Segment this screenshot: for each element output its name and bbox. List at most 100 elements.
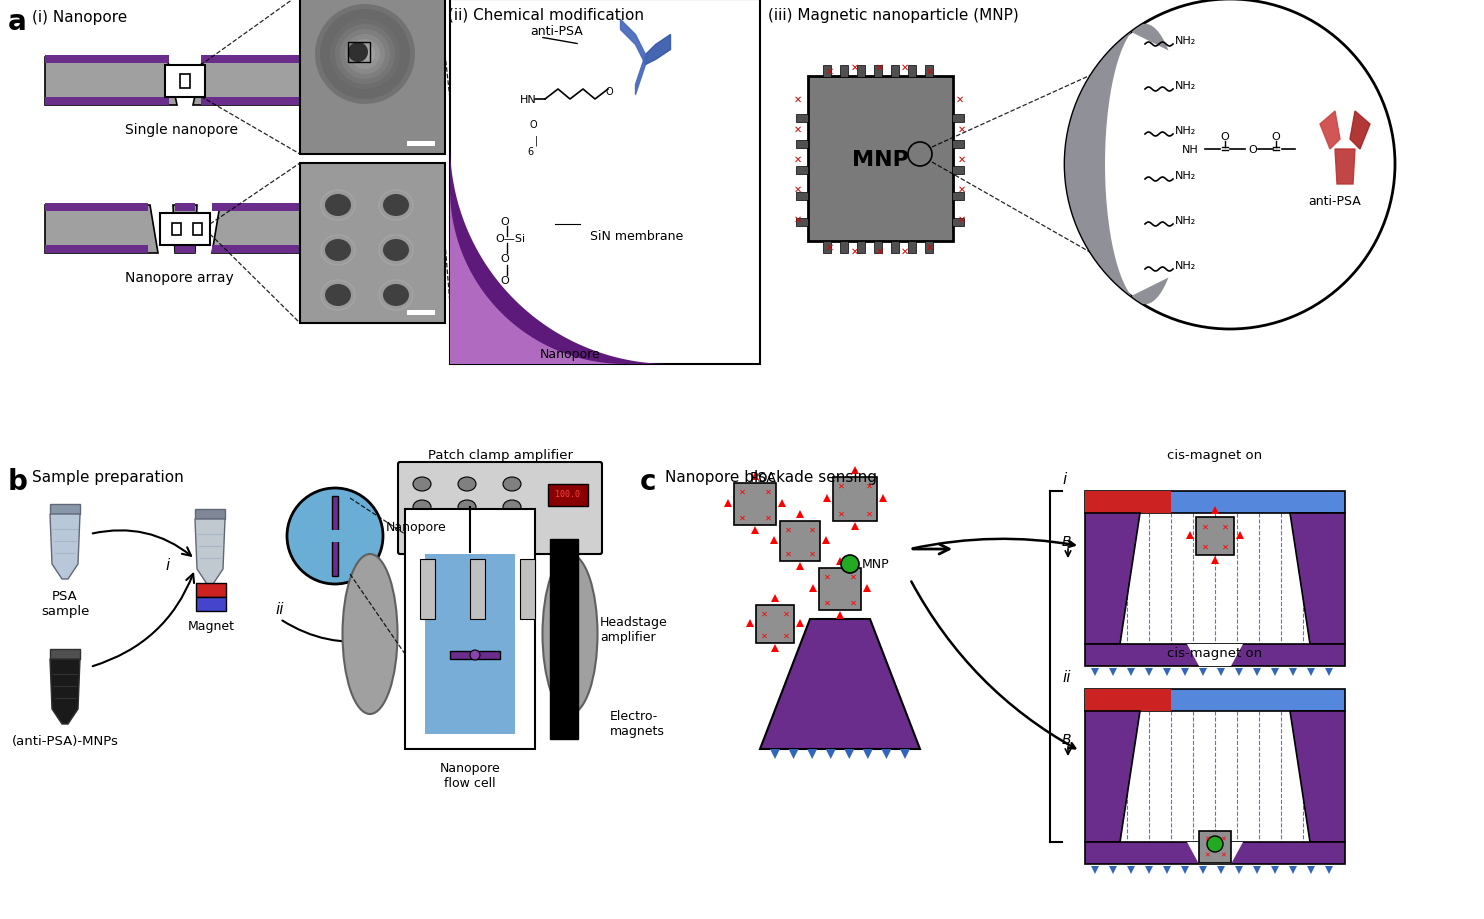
- Bar: [548, 484, 588, 506]
- Ellipse shape: [325, 240, 352, 262]
- Bar: [795, 193, 807, 200]
- Text: ✕: ✕: [926, 243, 933, 253]
- Polygon shape: [1126, 668, 1135, 676]
- Polygon shape: [1252, 866, 1261, 874]
- Bar: [405, 509, 536, 749]
- Bar: [795, 167, 807, 175]
- Polygon shape: [194, 519, 226, 584]
- Text: ✕: ✕: [809, 525, 816, 534]
- Text: (anti-PSA)-MNPs: (anti-PSA)-MNPs: [12, 734, 119, 747]
- Circle shape: [340, 30, 390, 80]
- Ellipse shape: [503, 524, 521, 538]
- Bar: [172, 223, 181, 236]
- Polygon shape: [795, 510, 804, 518]
- Polygon shape: [795, 562, 804, 571]
- Bar: [180, 75, 190, 89]
- Text: Single nanopore: Single nanopore: [125, 123, 237, 137]
- Text: ✕: ✕: [849, 598, 856, 607]
- Bar: [551, 539, 577, 739]
- Text: ✕: ✕: [827, 243, 834, 253]
- Bar: [300, 164, 445, 323]
- Bar: [925, 66, 933, 78]
- Text: NH₂: NH₂: [1175, 126, 1196, 136]
- Text: 6: 6: [527, 147, 533, 157]
- Ellipse shape: [343, 554, 398, 714]
- Bar: [200, 56, 325, 64]
- Text: ✕: ✕: [956, 95, 965, 105]
- Bar: [45, 56, 169, 64]
- Ellipse shape: [325, 195, 352, 217]
- Bar: [1085, 492, 1345, 514]
- Polygon shape: [835, 558, 844, 565]
- Text: PSA
sample: PSA sample: [42, 589, 89, 618]
- Text: 100.0: 100.0: [555, 490, 580, 499]
- Bar: [165, 66, 205, 98]
- Bar: [781, 521, 821, 562]
- Text: Nanopore blockade sensing: Nanopore blockade sensing: [665, 470, 877, 484]
- Polygon shape: [1336, 150, 1355, 185]
- Polygon shape: [45, 58, 177, 106]
- Ellipse shape: [383, 240, 410, 262]
- Polygon shape: [1186, 531, 1195, 539]
- Polygon shape: [881, 749, 892, 759]
- Text: ✕: ✕: [785, 549, 791, 558]
- Text: (ii) Chemical modification: (ii) Chemical modification: [448, 8, 644, 23]
- Bar: [807, 77, 953, 242]
- Text: ✕: ✕: [785, 525, 791, 534]
- Text: B: B: [1063, 535, 1071, 549]
- Bar: [856, 242, 865, 254]
- Polygon shape: [50, 659, 80, 724]
- Bar: [1085, 842, 1345, 864]
- Text: ✕: ✕: [901, 246, 910, 256]
- Text: B: B: [1063, 732, 1071, 746]
- Ellipse shape: [383, 195, 410, 217]
- Polygon shape: [1085, 514, 1140, 644]
- Polygon shape: [822, 537, 830, 544]
- Polygon shape: [45, 206, 157, 254]
- FancyArrowPatch shape: [92, 531, 191, 556]
- Polygon shape: [772, 595, 779, 602]
- Bar: [925, 242, 933, 254]
- Bar: [824, 66, 831, 78]
- Ellipse shape: [459, 524, 476, 538]
- Text: ✕: ✕: [824, 572, 831, 581]
- Polygon shape: [1270, 866, 1279, 874]
- Ellipse shape: [413, 524, 430, 538]
- Text: a: a: [7, 8, 27, 36]
- Polygon shape: [1319, 112, 1340, 150]
- Circle shape: [329, 20, 401, 90]
- Polygon shape: [50, 515, 80, 579]
- Polygon shape: [1066, 0, 1168, 330]
- Bar: [175, 245, 194, 254]
- Bar: [45, 245, 148, 254]
- Polygon shape: [1235, 866, 1244, 874]
- FancyArrowPatch shape: [282, 621, 375, 646]
- Text: Sample preparation: Sample preparation: [33, 470, 184, 484]
- Text: ✕: ✕: [1221, 542, 1229, 550]
- Circle shape: [325, 15, 405, 95]
- Polygon shape: [1085, 711, 1140, 842]
- Bar: [407, 311, 435, 315]
- Text: SiN membrane: SiN membrane: [591, 230, 683, 243]
- Polygon shape: [778, 499, 787, 507]
- Circle shape: [355, 45, 375, 65]
- Ellipse shape: [413, 478, 430, 492]
- Bar: [50, 505, 80, 515]
- Text: ✕: ✕: [850, 62, 859, 73]
- Bar: [424, 554, 515, 734]
- Bar: [50, 650, 80, 659]
- Polygon shape: [1290, 866, 1297, 874]
- Text: ✕: ✕: [850, 246, 859, 256]
- Text: i: i: [165, 557, 169, 572]
- Polygon shape: [193, 58, 325, 106]
- Bar: [212, 204, 325, 211]
- Text: ✕: ✕: [794, 95, 801, 105]
- Ellipse shape: [383, 285, 410, 307]
- Text: Magnet: Magnet: [187, 619, 234, 632]
- Bar: [1085, 689, 1345, 711]
- Polygon shape: [1199, 866, 1206, 874]
- Bar: [196, 597, 226, 611]
- Text: ✕: ✕: [764, 487, 772, 496]
- Ellipse shape: [325, 285, 352, 307]
- Text: ✕: ✕: [865, 509, 873, 518]
